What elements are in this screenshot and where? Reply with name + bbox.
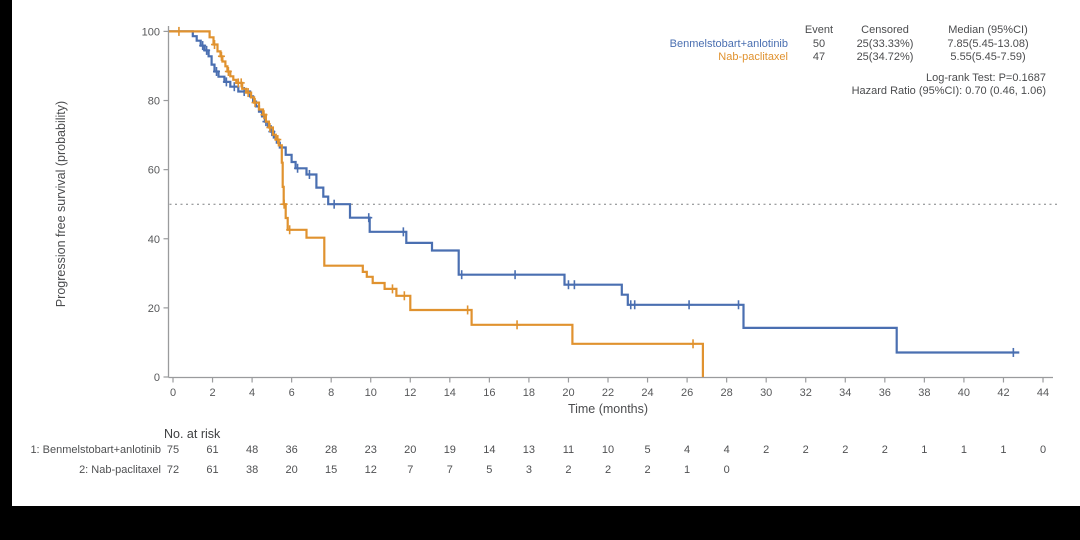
risk-count-arm1: 0 (1040, 444, 1046, 456)
risk-count-arm1: 2 (842, 444, 848, 456)
x-tick-label: 38 (918, 387, 930, 399)
y-tick-label: 0 (154, 372, 160, 384)
risk-count-arm1: 13 (523, 444, 535, 456)
risk-count-arm2: 15 (325, 464, 337, 476)
risk-count-arm1: 11 (563, 444, 574, 456)
risk-row-label-arm1: 1: Benmelstobart+anlotinib (30, 444, 161, 456)
risk-count-arm1: 28 (325, 444, 337, 456)
risk-count-arm1: 36 (286, 444, 298, 456)
left-black-bar (0, 0, 12, 540)
legend-arm2-name: Nab-paclitaxel (718, 51, 788, 63)
legend-col-event: Event (804, 24, 834, 36)
y-tick-label: 40 (148, 234, 160, 246)
risk-count-arm1: 5 (644, 444, 650, 456)
x-tick-label: 8 (328, 387, 334, 399)
risk-count-arm1: 2 (763, 444, 769, 456)
legend-row-arm2: Nab-paclitaxel 47 25(34.72%) 5.55(5.45-7… (670, 51, 1046, 65)
bottom-black-bar (0, 506, 1080, 540)
risk-count-arm2: 61 (206, 464, 218, 476)
risk-row-label-arm2: 2: Nab-paclitaxel (79, 464, 161, 476)
legend-arm1-median: 7.85(5.45-13.08) (947, 37, 1029, 50)
risk-count-arm2: 12 (365, 464, 377, 476)
risk-count-arm2: 38 (246, 464, 258, 476)
x-tick-label: 36 (879, 387, 891, 399)
risk-count-arm1: 10 (602, 444, 614, 456)
risk-count-arm1: 20 (404, 444, 416, 456)
x-tick-label: 20 (562, 387, 574, 399)
risk-count-arm1: 2 (882, 444, 888, 456)
y-tick-label: 80 (148, 96, 160, 108)
risk-count-arm2: 72 (167, 464, 179, 476)
legend-header-spacer (670, 24, 798, 38)
risk-table-title: No. at risk (164, 427, 221, 441)
x-tick-label: 30 (760, 387, 772, 399)
legend-header-row: Event Censored Median (95%CI) (670, 24, 1046, 38)
legend-table: Event Censored Median (95%CI) Benmelstob… (670, 24, 1046, 65)
legend-arm1-censored: 25(33.33%) (856, 37, 914, 50)
risk-count-arm1: 48 (246, 444, 258, 456)
risk-count-arm1: 23 (365, 444, 377, 456)
x-tick-label: 24 (641, 387, 653, 399)
x-tick-label: 0 (170, 387, 176, 399)
risk-count-arm2: 1 (684, 464, 690, 476)
risk-count-arm1: 61 (206, 444, 218, 456)
y-tick-label: 60 (148, 165, 160, 177)
y-tick-label: 100 (142, 26, 160, 38)
legend-arm1-event: 50 (812, 37, 826, 50)
y-tick-label: 20 (148, 303, 160, 315)
x-tick-label: 40 (958, 387, 970, 399)
x-tick-label: 34 (839, 387, 851, 399)
risk-count-arm1: 1 (921, 444, 927, 456)
risk-count-arm2: 2 (644, 464, 650, 476)
km-curve-arm2 (169, 30, 704, 377)
legend-row-arm1: Benmelstobart+anlotinib 50 25(33.33%) 7.… (670, 38, 1046, 52)
x-tick-label: 22 (602, 387, 614, 399)
risk-count-arm1: 2 (803, 444, 809, 456)
risk-count-arm2: 20 (286, 464, 298, 476)
legend-arm2-event: 47 (812, 51, 826, 63)
risk-count-arm1: 19 (444, 444, 456, 456)
risk-count-arm1: 4 (724, 444, 730, 456)
risk-count-arm2: 7 (407, 464, 413, 476)
x-tick-label: 10 (365, 387, 377, 399)
x-tick-label: 14 (444, 387, 456, 399)
legend-col-censored: Censored (861, 24, 909, 36)
x-axis-title: Time (months) (567, 402, 649, 416)
risk-count-arm2: 5 (486, 464, 492, 476)
x-tick-label: 12 (404, 387, 416, 399)
x-tick-label: 42 (997, 387, 1009, 399)
legend-arm1-name: Benmelstobart+anlotinib (669, 37, 788, 50)
risk-count-arm1: 4 (684, 444, 690, 456)
x-tick-label: 32 (800, 387, 812, 399)
risk-count-arm2: 3 (526, 464, 532, 476)
legend-col-median: Median (95%CI) (948, 24, 1028, 36)
risk-count-arm1: 14 (483, 444, 495, 456)
x-tick-label: 2 (209, 387, 215, 399)
x-tick-label: 16 (483, 387, 495, 399)
risk-count-arm2: 0 (724, 464, 730, 476)
x-tick-label: 18 (523, 387, 535, 399)
risk-count-arm2: 7 (447, 464, 453, 476)
legend-arm2-median: 5.55(5.45-7.59) (950, 51, 1026, 63)
risk-count-arm1: 75 (167, 444, 179, 456)
risk-count-arm1: 1 (961, 444, 967, 456)
logrank-test-result: Log-rank Test: P=0.1687 (926, 71, 1046, 84)
legend: Event Censored Median (95%CI) Benmelstob… (670, 24, 1046, 98)
x-tick-label: 4 (249, 387, 255, 399)
x-tick-label: 6 (289, 387, 295, 399)
x-tick-label: 44 (1037, 387, 1049, 399)
risk-count-arm2: 2 (605, 464, 611, 476)
hazard-ratio-result: Hazard Ratio (95%CI): 0.70 (0.46, 1.06) (851, 84, 1046, 97)
x-tick-label: 28 (721, 387, 733, 399)
y-axis-title: Progression free survival (probability) (54, 100, 68, 308)
risk-count-arm1: 1 (1000, 444, 1006, 456)
legend-arm2-censored: 25(34.72%) (856, 51, 914, 63)
risk-count-arm2: 2 (565, 464, 571, 476)
x-tick-label: 26 (681, 387, 693, 399)
